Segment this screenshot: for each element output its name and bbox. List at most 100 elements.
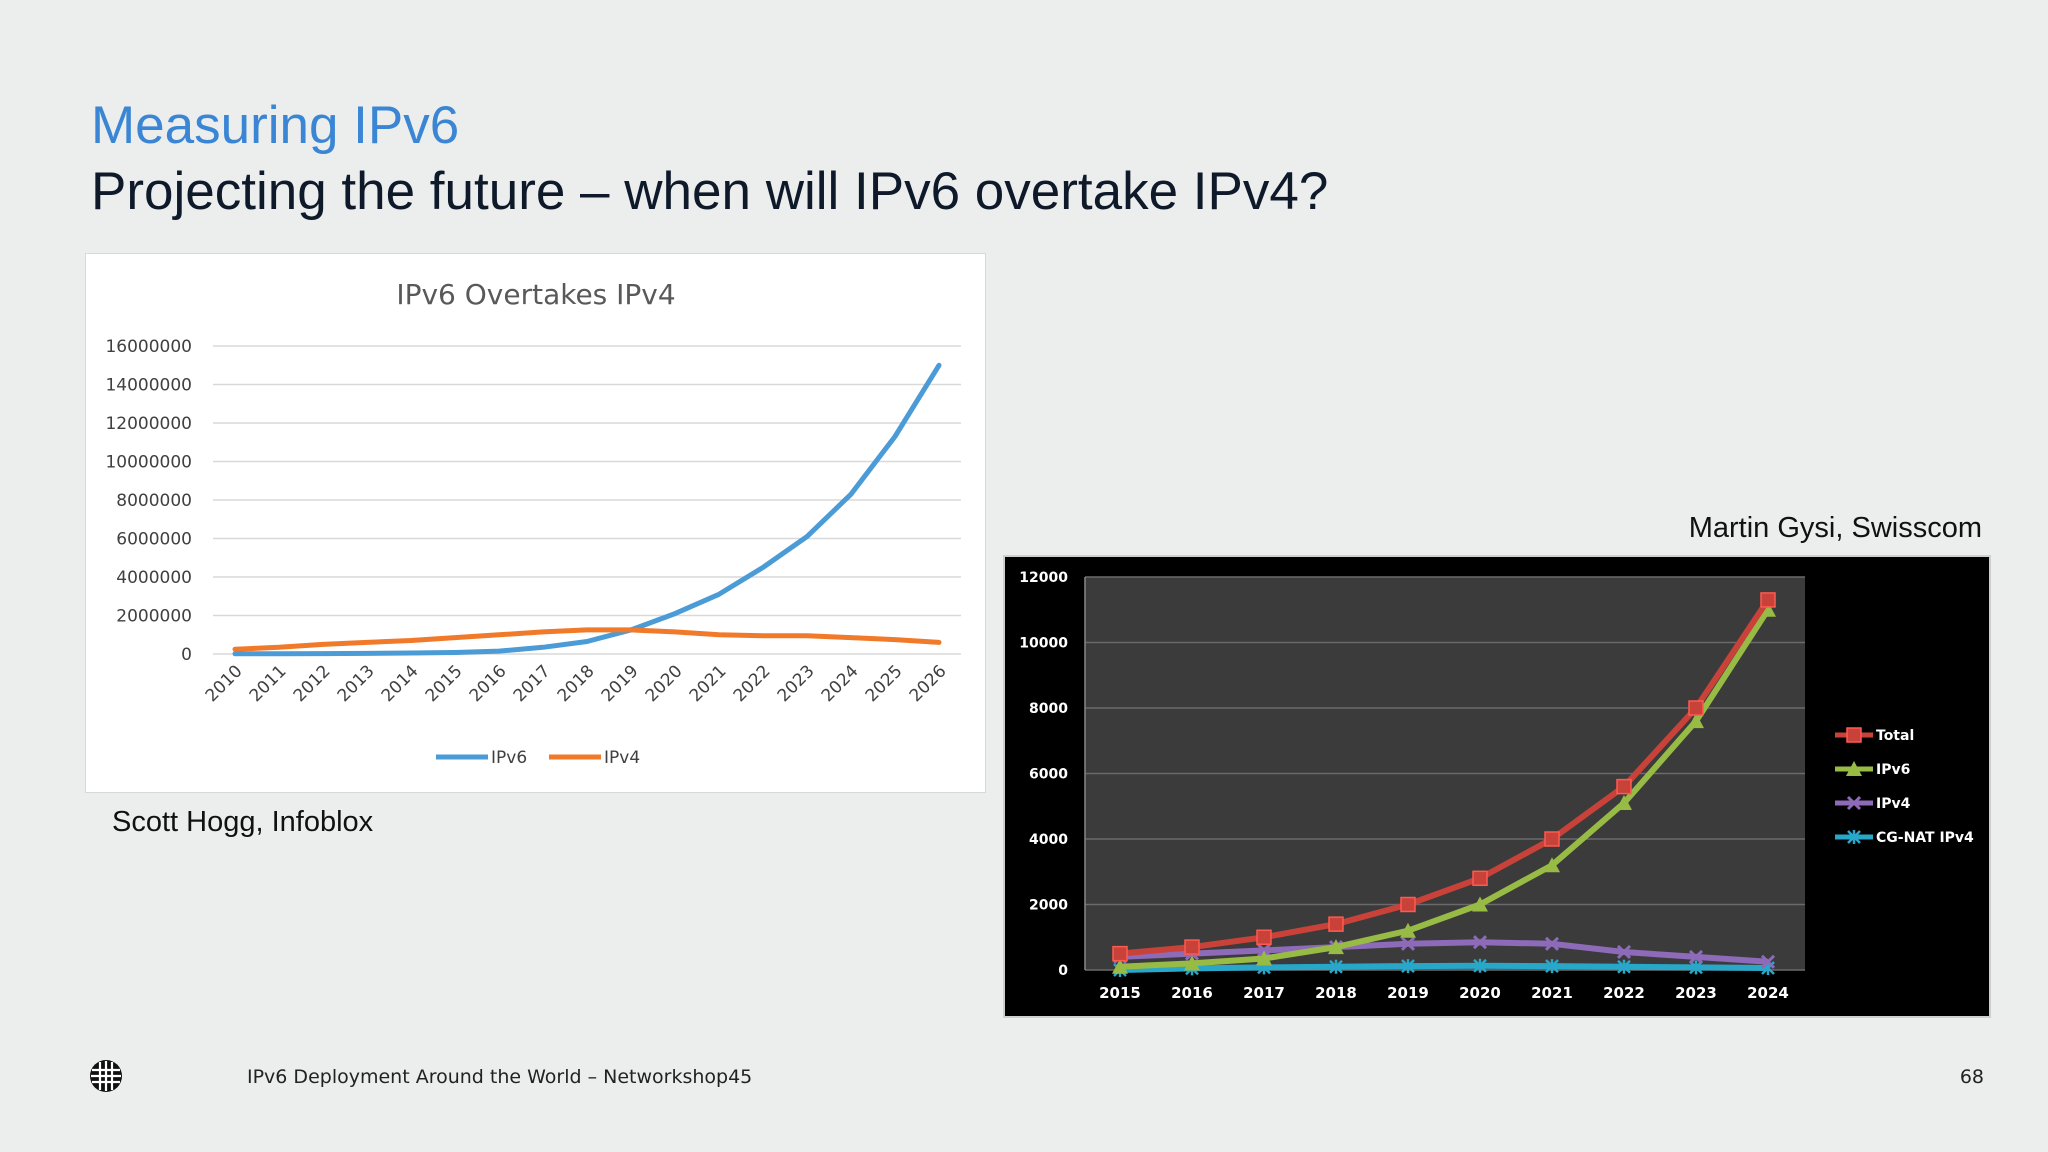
chart2-y-tick-label: 6000: [1029, 767, 1068, 783]
chart2-point: [1400, 922, 1416, 938]
chart2-point: [1688, 713, 1704, 729]
chart2-point: [1688, 700, 1704, 716]
chart2-point: [1472, 935, 1488, 950]
chart2-x-tick-label: 2018: [1315, 984, 1357, 1002]
chart1-x-tick-label: 2018: [554, 661, 599, 706]
chart1-x-tick-label: 2017: [510, 661, 555, 706]
chart2-x-tick-label: 2016: [1171, 984, 1213, 1002]
chart1-x-tick-label: 2015: [422, 661, 467, 706]
chart2-point: [1760, 601, 1776, 617]
chart2-point: [1616, 794, 1632, 810]
chart1-x-tick-label: 2022: [730, 661, 775, 706]
chart2-y-tick-label: 8000: [1029, 701, 1068, 717]
chart1-y-tick-label: 6000000: [116, 530, 192, 550]
chart2-point: [1544, 831, 1560, 847]
chart1-x-tick-label: 2024: [818, 661, 863, 706]
chart2-point: [1112, 945, 1128, 962]
chart2-y-tick-label: 4000: [1029, 832, 1068, 848]
chart1-x-tick-label: 2016: [466, 661, 511, 706]
chart2-y-tick-label: 10000: [1019, 636, 1068, 652]
credit-left: Scott Hogg, Infoblox: [112, 806, 374, 838]
chart1-x-tick-label: 2019: [598, 661, 643, 706]
chart2-point: [1760, 954, 1776, 969]
chart2-point: [1400, 896, 1416, 913]
chart1-x-tick-label: 2021: [686, 661, 731, 706]
chart2-y-tick-label: 12000: [1019, 570, 1068, 586]
chart1-svg: IPv6 Overtakes IPv4 0 2000000 4000000 600000…: [105, 278, 961, 768]
chart2-point: [1544, 936, 1560, 951]
chart2-x-tick-label: 2017: [1243, 984, 1285, 1002]
chart2-point: [1328, 939, 1344, 955]
chart2-point: [1184, 939, 1200, 955]
chart1-x-tick-label: 2011: [246, 661, 291, 706]
chart1-x-tick-label: 2020: [642, 661, 687, 706]
chart-ipv6-overtakes-ipv4: IPv6 Overtakes IPv4 0 2000000 4000000 600000…: [85, 253, 986, 793]
chart2-line: [1119, 598, 1771, 957]
chart2-point: [1400, 936, 1416, 951]
globe-logo-icon: [90, 1060, 122, 1092]
chart2-point: [1328, 916, 1344, 932]
chart2-x-tick-label: 2020: [1459, 984, 1501, 1002]
chart1-y-tick-label: 0: [181, 645, 192, 665]
chart1-legend-label: IPv6: [491, 748, 527, 768]
chart2-y-tick-label: 0: [1058, 963, 1068, 979]
chart1-y-tick-label: 10000000: [105, 453, 192, 473]
chart2-point: [1846, 761, 1862, 776]
chart2-point: [1617, 959, 1631, 974]
chart2-point: [1688, 949, 1704, 964]
footer-text: IPv6 Deployment Around the World – Netwo…: [247, 1066, 753, 1088]
chart1-x-tick-label: 2012: [290, 661, 335, 706]
chart1-x-tick-label: 2010: [202, 661, 247, 706]
chart2-point: [1472, 896, 1488, 912]
chart2-line: [1119, 962, 1769, 973]
chart1-legend-item: IPv6: [436, 748, 527, 768]
chart2-point: [1473, 958, 1487, 973]
chart2-point: [1401, 959, 1415, 974]
chart2-point: [1256, 943, 1272, 958]
chart2-point: [1846, 727, 1862, 743]
chart2-point: [1847, 830, 1861, 844]
chart1-x-tick-label: 2013: [334, 661, 379, 706]
chart2-point: [1545, 959, 1559, 974]
chart1-title: IPv6 Overtakes IPv4: [396, 278, 675, 311]
chart2-x-tick-label: 2023: [1675, 984, 1717, 1002]
chart1-legend-label: IPv4: [604, 748, 640, 768]
chart2-series-total: [1112, 592, 1776, 962]
chart2-point: [1112, 958, 1128, 974]
chart1-y-tick-label: 14000000: [105, 376, 192, 396]
chart2-svg: 0 2000 4000 6000 8000 10000 12000 2015 2016 2017 2…: [1019, 570, 1974, 1002]
chart2-point: [1689, 960, 1703, 975]
chart2-legend-item: IPv4: [1835, 795, 1911, 812]
chart2-x-tick-label: 2021: [1531, 984, 1573, 1002]
chart1-y-tick-label: 2000000: [116, 607, 192, 627]
chart2-point: [1184, 955, 1200, 971]
chart2-legend-label: Total: [1876, 728, 1914, 744]
chart2-y-tick-label: 2000: [1029, 898, 1068, 914]
chart2-series-ipv6: [1112, 601, 1776, 974]
chart1-series-ipv4: [232, 627, 942, 652]
chart2-x-tick-label: 2024: [1747, 984, 1789, 1002]
chart1-y-tick-label: 16000000: [105, 337, 192, 357]
chart1-y-tick-label: 4000000: [116, 568, 192, 588]
chart2-line: [1119, 608, 1771, 970]
chart2-point: [1616, 778, 1632, 795]
chart2-point: [1256, 950, 1272, 966]
chart1-x-tick-label: 2025: [862, 661, 907, 706]
slide-subtitle: Projecting the future – when will IPv6 o…: [91, 162, 1329, 221]
chart1-series-ipv6: [232, 362, 942, 657]
chart1-x-tick-label: 2023: [774, 661, 819, 706]
page-number: 68: [1959, 1066, 1984, 1088]
chart1-x-tick-label: 2014: [378, 661, 423, 706]
chart2-point: [1616, 944, 1632, 960]
chart2-x-tick-label: 2019: [1387, 984, 1429, 1002]
chart2-legend-item: IPv6: [1835, 761, 1910, 778]
chart1-legend-item: IPv4: [549, 748, 640, 768]
chart1-x-tick-label: 2026: [906, 661, 951, 706]
chart2-legend-label: IPv6: [1876, 762, 1910, 778]
chart2-point: [1329, 959, 1343, 974]
chart2-legend-label: IPv4: [1876, 796, 1911, 812]
chart-swisscom-projection: 0 2000 4000 6000 8000 10000 12000 2015 2016 2017 2…: [1003, 555, 1991, 1018]
chart2-x-tick-label: 2015: [1099, 984, 1141, 1002]
chart2-legend-item: Total: [1835, 727, 1914, 744]
chart2-point: [1256, 929, 1272, 945]
